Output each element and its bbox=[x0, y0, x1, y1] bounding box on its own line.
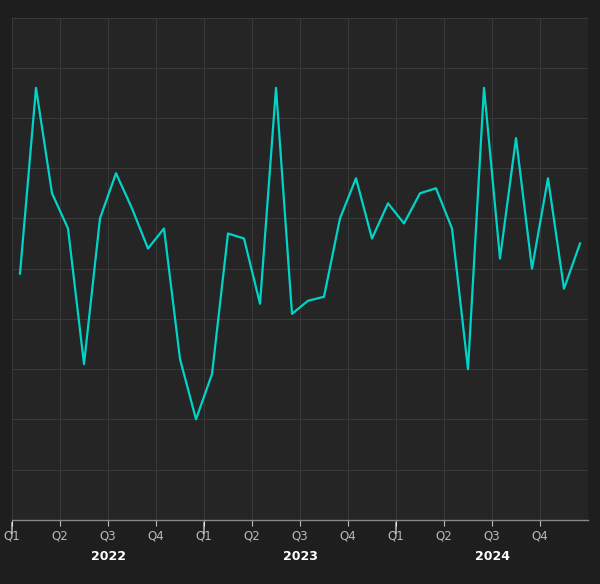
Text: 2024: 2024 bbox=[475, 550, 509, 564]
Text: 2023: 2023 bbox=[283, 550, 317, 564]
Text: 2022: 2022 bbox=[91, 550, 125, 564]
